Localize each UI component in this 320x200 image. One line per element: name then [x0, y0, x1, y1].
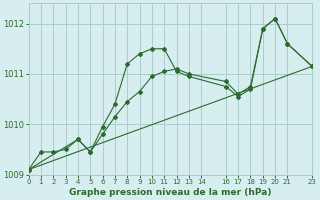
X-axis label: Graphe pression niveau de la mer (hPa): Graphe pression niveau de la mer (hPa)	[69, 188, 272, 197]
